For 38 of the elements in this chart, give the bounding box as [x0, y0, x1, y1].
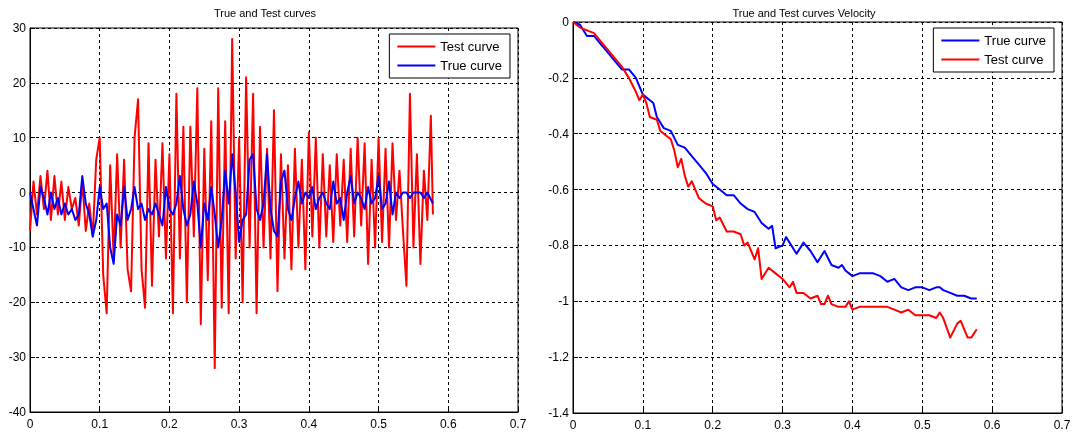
y-tick-label: 30: [12, 21, 27, 35]
y-tick-label: -10: [8, 240, 27, 255]
y-tick-label: -1: [558, 294, 570, 309]
legend-label: True curve: [440, 58, 503, 73]
y-tick-label: -1.2: [548, 350, 570, 365]
y-tick-label: -1.4: [548, 406, 570, 420]
y-tick-label: 0: [19, 185, 27, 200]
line-series: [29, 37, 434, 370]
y-tick-label: 0: [562, 15, 570, 29]
y-tick-label: 10: [12, 130, 27, 145]
legend-label: Test curve: [984, 52, 1044, 67]
x-tick-label: 0.5: [913, 418, 931, 432]
legend-label: Test curve: [440, 39, 500, 54]
x-tick-label: 0.7: [1053, 418, 1071, 432]
legend-label: True curve: [984, 33, 1047, 48]
y-tick-label: -40: [8, 405, 27, 419]
chart-title: True and Test curves Velocity: [732, 6, 877, 19]
x-tick-label: 0.6: [983, 418, 1001, 432]
x-tick-label: 0.2: [161, 417, 179, 431]
x-tick-label: 0.4: [300, 417, 318, 431]
x-tick-label: 0.3: [774, 418, 792, 432]
x-tick-label: 0.3: [230, 417, 248, 431]
x-tick-label: 0.4: [844, 418, 862, 432]
y-tick-label: 20: [12, 75, 27, 90]
y-tick-label: -0.8: [548, 238, 570, 253]
y-tick-label: -0.6: [548, 182, 570, 197]
y-tick-label: -0.4: [548, 126, 570, 141]
x-tick-label: 0.1: [91, 417, 109, 431]
line-series: [29, 153, 434, 265]
x-tick-label: 0.7: [509, 417, 527, 431]
y-tick-label: -0.2: [548, 70, 570, 85]
x-tick-label: 0.5: [370, 417, 388, 431]
x-tick-label: 0.1: [634, 418, 652, 432]
x-tick-label: 0.6: [439, 417, 457, 431]
y-tick-label: -30: [8, 350, 27, 365]
chart-title: True and Test curves: [213, 6, 317, 19]
y-tick-label: -20: [8, 295, 27, 310]
x-tick-label: 0.2: [704, 418, 722, 432]
